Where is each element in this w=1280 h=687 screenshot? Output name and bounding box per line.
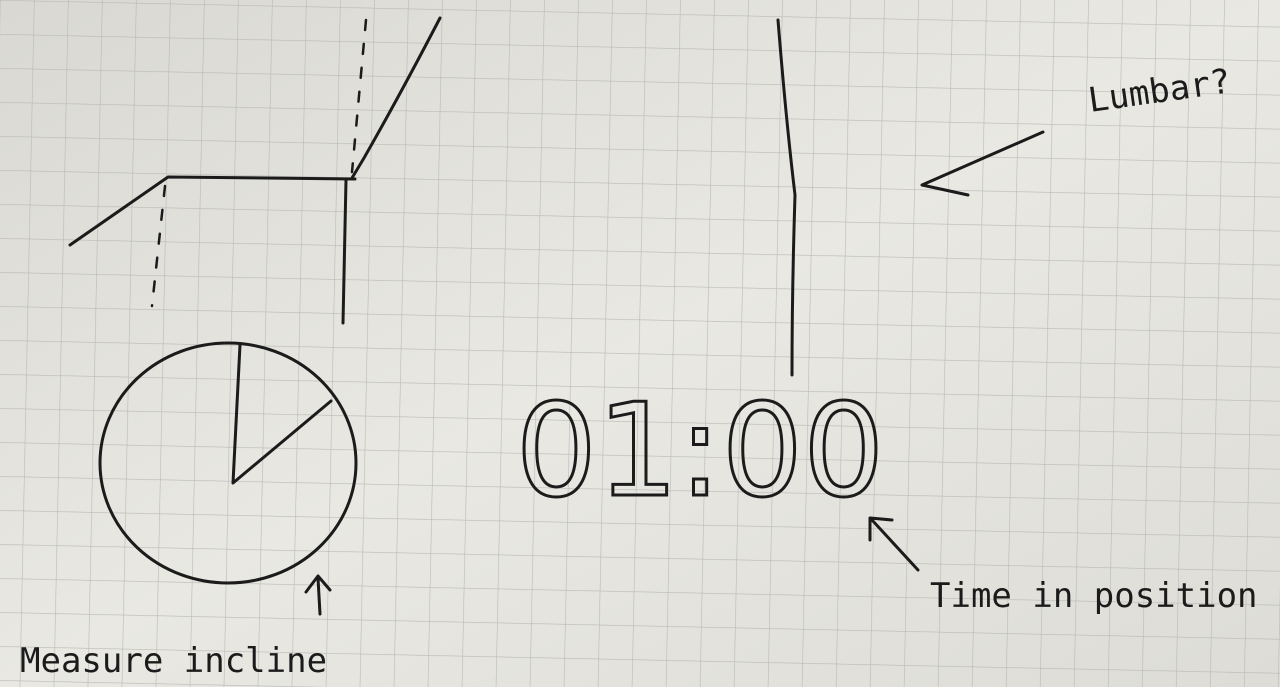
incline-label: Measure incline	[20, 641, 327, 681]
reference-dashed	[350, 18, 368, 174]
incline-gauge	[98, 341, 358, 585]
incline-arrow	[304, 574, 332, 616]
reference-dashed	[150, 184, 167, 308]
timer: 01:00	[516, 377, 885, 526]
gauge-circle	[98, 341, 358, 585]
gauge-wedge	[231, 343, 333, 485]
leg-line	[341, 178, 348, 325]
seat-line	[68, 175, 357, 247]
timer-arrow	[868, 516, 920, 572]
spine-line	[776, 18, 797, 377]
time-label: Time in position	[930, 576, 1258, 616]
posture-sketch	[68, 16, 442, 325]
lumbar-arrow	[920, 130, 1045, 197]
back-line	[350, 16, 442, 180]
